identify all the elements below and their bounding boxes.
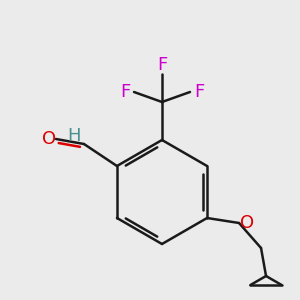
Text: O: O bbox=[240, 214, 254, 232]
Text: O: O bbox=[42, 130, 56, 148]
Text: F: F bbox=[157, 56, 167, 74]
Text: F: F bbox=[120, 83, 130, 101]
Text: H: H bbox=[67, 127, 81, 145]
Text: F: F bbox=[194, 83, 204, 101]
